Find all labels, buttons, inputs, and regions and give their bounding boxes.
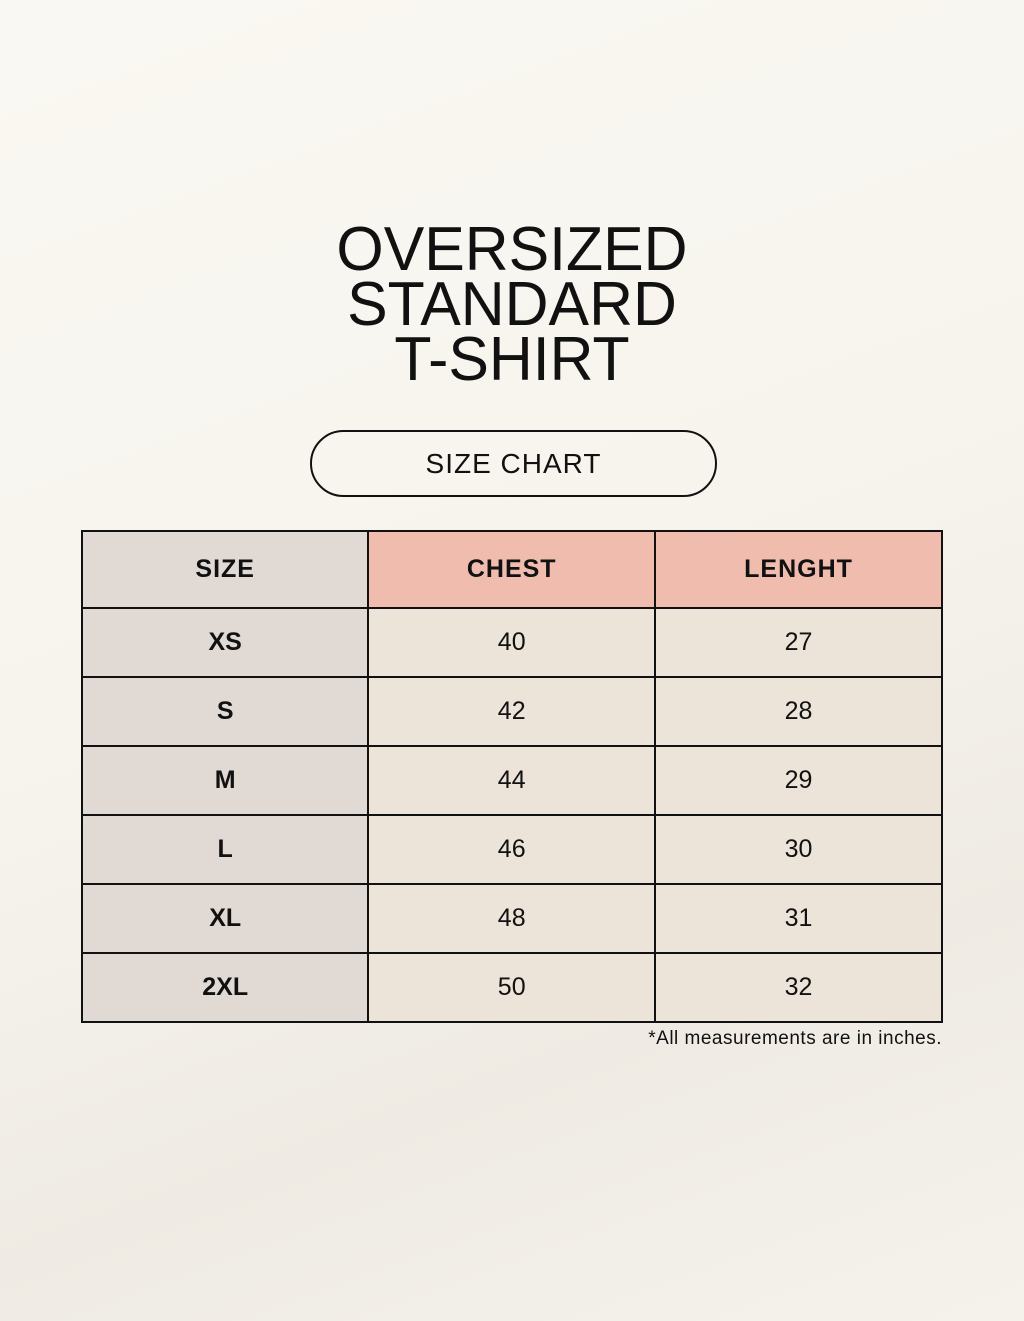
size-table: SIZE CHEST LENGHT XS 40 27 S 42 28 M 44 29 L 46 30 X… <box>80 530 943 1023</box>
table-row: M 44 29 <box>80 745 943 816</box>
chest-cell: 48 <box>367 883 657 954</box>
length-cell: 30 <box>654 814 943 885</box>
size-cell: 2XL <box>80 952 370 1023</box>
title-line: T-SHIRT <box>394 325 630 394</box>
table-row: S 42 28 <box>80 676 943 747</box>
size-cell: XS <box>80 607 370 678</box>
table-row: L 46 30 <box>80 814 943 885</box>
table-row: 2XL 50 32 <box>80 952 943 1023</box>
title-line: OVERSIZED <box>336 215 688 284</box>
header-length: LENGHT <box>654 530 943 609</box>
length-cell: 29 <box>654 745 943 816</box>
size-chart-badge: SIZE CHART <box>310 430 717 497</box>
size-cell: S <box>80 676 370 747</box>
measurement-note: *All measurements are in inches. <box>648 1028 942 1049</box>
length-cell: 28 <box>654 676 943 747</box>
title-line: STANDARD <box>347 270 677 339</box>
size-cell: M <box>80 745 370 816</box>
size-cell: L <box>80 814 370 885</box>
chest-cell: 44 <box>367 745 657 816</box>
length-cell: 27 <box>654 607 943 678</box>
length-cell: 32 <box>654 952 943 1023</box>
table-header-row: SIZE CHEST LENGHT <box>80 530 943 609</box>
header-size: SIZE <box>80 530 370 609</box>
length-cell: 31 <box>654 883 943 954</box>
page-title: OVERSIZED STANDARD T-SHIRT <box>0 215 1024 394</box>
size-cell: XL <box>80 883 370 954</box>
chest-cell: 42 <box>367 676 657 747</box>
chest-cell: 50 <box>367 952 657 1023</box>
table-row: XL 48 31 <box>80 883 943 954</box>
chest-cell: 46 <box>367 814 657 885</box>
table-row: XS 40 27 <box>80 607 943 678</box>
header-chest: CHEST <box>367 530 657 609</box>
chest-cell: 40 <box>367 607 657 678</box>
